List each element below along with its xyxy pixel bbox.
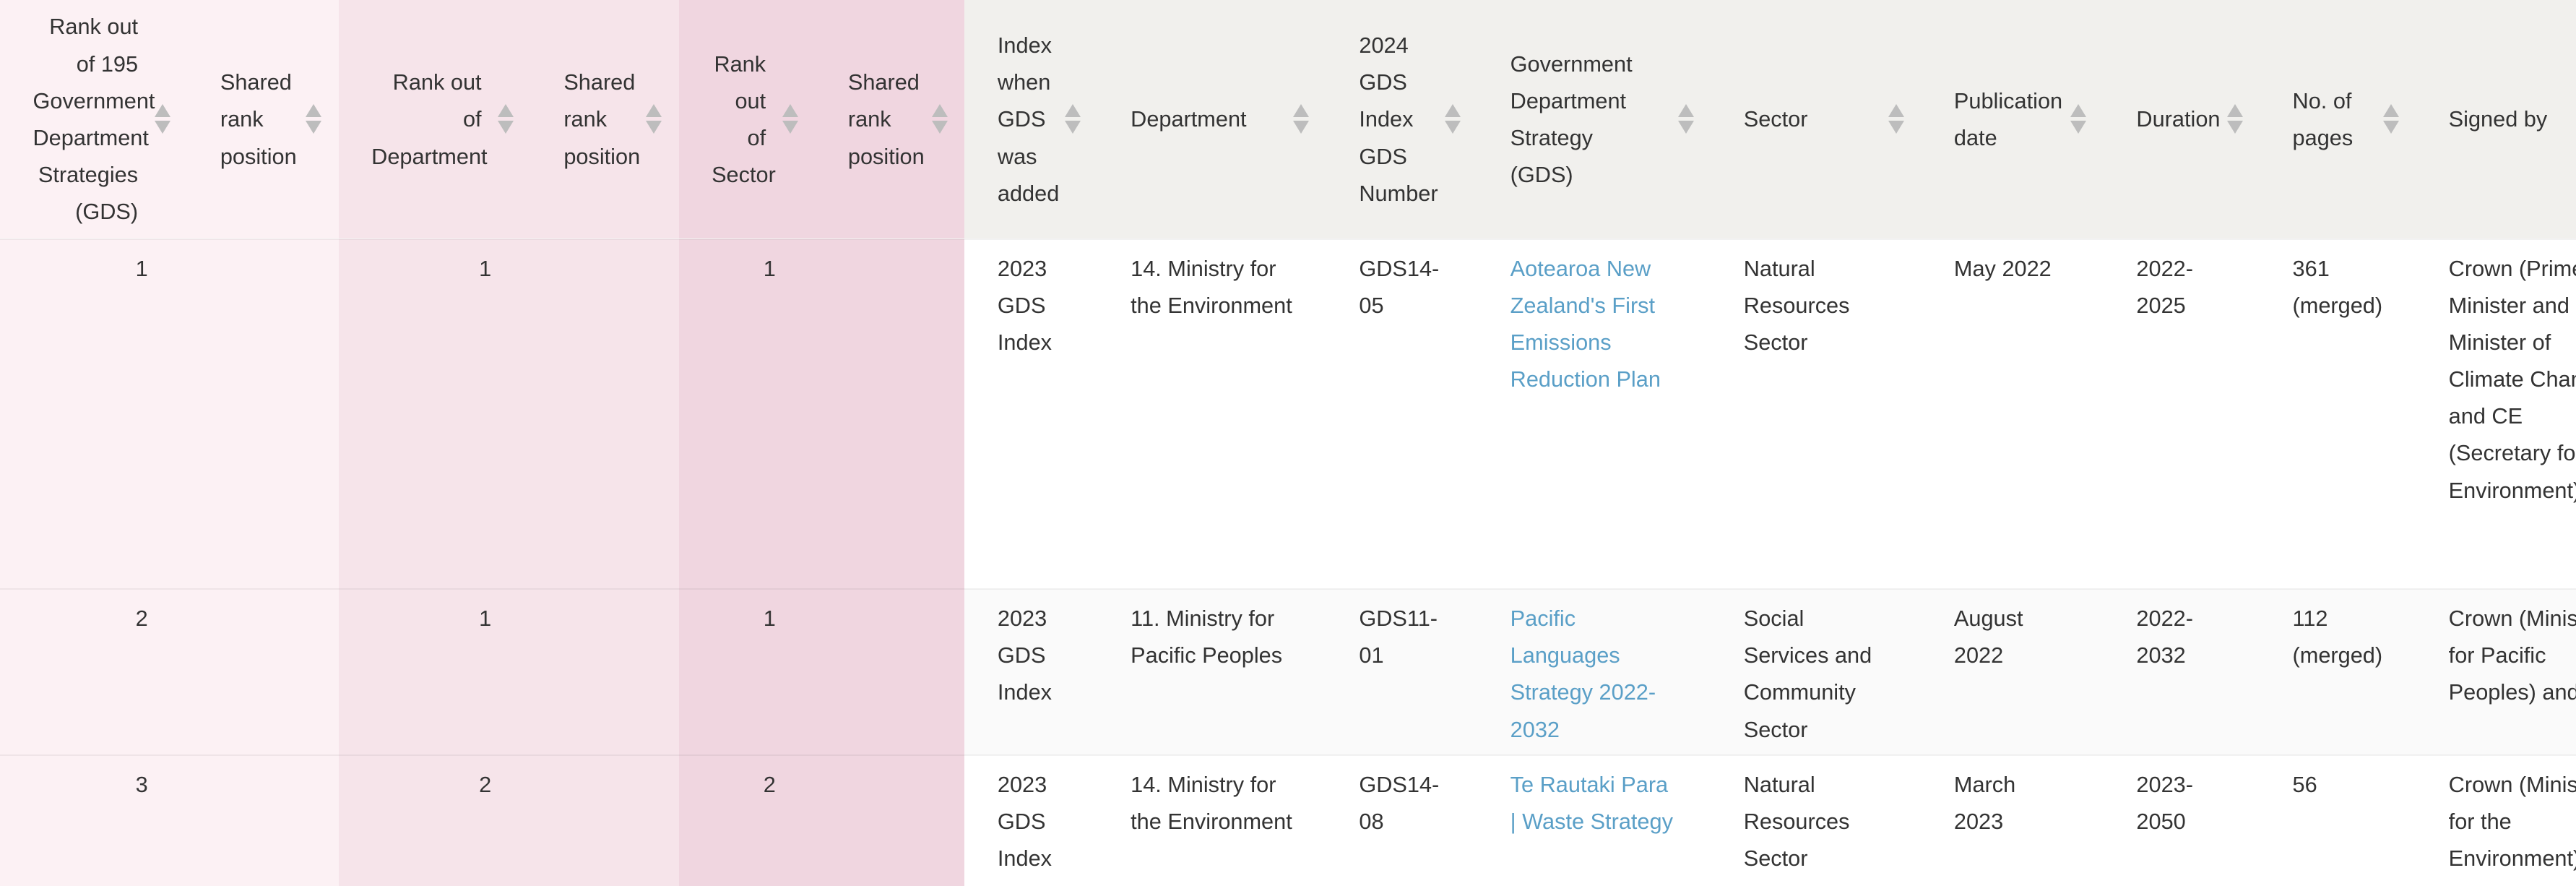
sort-arrows-icon[interactable] (306, 103, 322, 136)
header-index-added[interactable]: Index when GDS was added (964, 0, 1098, 239)
sort-arrows-icon[interactable] (1293, 103, 1310, 136)
cell-shared-sector (815, 238, 965, 590)
cell-index-added: 2023 GDS Index (964, 754, 1098, 886)
table-row: 1 1 1 2023 GDS Index 14. Ministry for th… (0, 238, 2576, 590)
cell-rank-department: 1 (338, 588, 531, 756)
header-gds-number[interactable]: 2024 GDS Index GDS Number (1326, 0, 1478, 239)
strategy-link[interactable]: Te Rautaki Para | Waste Strategy (1510, 771, 1673, 835)
sort-arrows-icon[interactable] (1677, 103, 1695, 136)
strategy-link[interactable]: Pacific Languages Strategy 2022-2032 (1510, 606, 1656, 742)
header-rank-department[interactable]: Rank out of Department (338, 0, 531, 239)
header-publication-date[interactable]: Publication date (1921, 0, 2104, 239)
cell-strategy: Pacific Languages Strategy 2022-2032 (1477, 588, 1711, 756)
table-row: 3 2 2 2023 GDS Index 14. Ministry for th… (0, 754, 2576, 886)
header-label: Department (1131, 106, 1247, 132)
cell-index-added: 2023 GDS Index (964, 238, 1098, 590)
sort-arrows-icon[interactable] (498, 103, 514, 136)
cell-shared-sector (815, 754, 965, 886)
header-shared-overall[interactable]: Shared rank position (187, 0, 339, 239)
cell-shared-department (530, 754, 679, 886)
cell-pages: 56 (2260, 754, 2416, 886)
header-row: Rank out of 195 Government Department St… (0, 0, 2576, 239)
cell-shared-department (530, 238, 679, 590)
sort-arrows-icon[interactable] (931, 103, 948, 136)
cell-gds-number: GDS11-01 (1326, 588, 1478, 756)
cell-index-added: 2023 GDS Index (964, 588, 1098, 756)
cell-signed-by: Crown (Prime Minister and Minister of Cl… (2416, 238, 2576, 590)
cell-department: 14. Ministry for the Environment (1097, 238, 1326, 590)
header-label: Rank out of Sector (712, 51, 776, 188)
sort-arrows-icon[interactable] (154, 103, 171, 136)
header-label: Rank out of Department (371, 69, 488, 169)
header-label: Government Department Strategy (GDS) (1510, 51, 1633, 188)
cell-signed-by: Crown (Minister for Pacific Peoples) and… (2416, 588, 2576, 756)
header-label: Duration (2136, 106, 2221, 132)
header-label: Rank out of 195 Government Department St… (33, 14, 155, 225)
sort-arrows-icon[interactable] (646, 103, 662, 136)
cell-publication-date: May 2022 (1921, 238, 2104, 590)
header-rank-overall[interactable]: Rank out of 195 Government Department St… (0, 0, 188, 239)
cell-shared-department (530, 588, 679, 756)
table-row: 2 1 1 2023 GDS Index 11. Ministry for Pa… (0, 588, 2576, 756)
header-label: 2024 GDS Index GDS Number (1359, 32, 1438, 206)
cell-rank-overall: 3 (0, 754, 188, 886)
cell-duration: 2023-2050 (2103, 754, 2260, 886)
header-label: Sector (1743, 106, 1808, 132)
header-sector[interactable]: Sector (1711, 0, 1922, 239)
header-pages[interactable]: No. of pages (2260, 0, 2416, 239)
cell-strategy: Aotearoa New Zealand's First Emissions R… (1477, 238, 1711, 590)
header-shared-sector[interactable]: Shared rank position (815, 0, 965, 239)
cell-rank-sector: 1 (678, 238, 816, 590)
header-duration[interactable]: Duration (2103, 0, 2260, 239)
cell-rank-department: 2 (338, 754, 531, 886)
header-strategy[interactable]: Government Department Strategy (GDS) (1477, 0, 1711, 239)
header-label: Signed by (2448, 106, 2548, 132)
cell-duration: 2022-2032 (2103, 588, 2260, 756)
cell-sector: Social Services and Community Sector (1711, 588, 1922, 756)
cell-publication-date: March 2023 (1921, 754, 2104, 886)
cell-publication-date: August 2022 (1921, 588, 2104, 756)
header-department[interactable]: Department (1097, 0, 1326, 239)
cell-shared-overall (187, 588, 339, 756)
header-label: Shared rank position (220, 69, 297, 169)
cell-rank-overall: 2 (0, 588, 188, 756)
cell-department: 14. Ministry for the Environment (1097, 754, 1326, 886)
cell-rank-overall: 1 (0, 238, 188, 590)
header-label: Publication date (1953, 87, 2063, 150)
strategy-link[interactable]: Aotearoa New Zealand's First Emissions R… (1510, 255, 1661, 392)
cell-gds-number: GDS14-08 (1326, 754, 1478, 886)
cell-rank-sector: 2 (678, 754, 816, 886)
header-label: Shared rank position (563, 69, 641, 169)
cell-strategy: Te Rautaki Para | Waste Strategy (1477, 754, 1711, 886)
header-label: Shared rank position (847, 69, 925, 169)
cell-sector: Natural Resources Sector (1711, 238, 1922, 590)
header-label: No. of pages (2292, 87, 2354, 150)
cell-shared-overall (187, 754, 339, 886)
cell-rank-department: 1 (338, 238, 531, 590)
cell-department: 11. Ministry for Pacific Peoples (1097, 588, 1326, 756)
cell-pages: 361 (merged) (2260, 238, 2416, 590)
cell-rank-sector: 1 (678, 588, 816, 756)
header-shared-department[interactable]: Shared rank position (530, 0, 679, 239)
cell-gds-number: GDS14-05 (1326, 238, 1478, 590)
header-signed-by[interactable]: Signed by (2416, 0, 2576, 239)
sort-arrows-icon[interactable] (2070, 103, 2087, 136)
header-label: Index when GDS was added (997, 32, 1060, 206)
header-rank-sector[interactable]: Rank out of Sector (678, 0, 816, 239)
cell-pages: 112 (merged) (2260, 588, 2416, 756)
cell-shared-overall (187, 238, 339, 590)
sort-arrows-icon[interactable] (1065, 103, 1081, 136)
sort-arrows-icon[interactable] (1888, 103, 1905, 136)
cell-sector: Natural Resources Sector (1711, 754, 1922, 886)
sort-arrows-icon[interactable] (2226, 103, 2244, 136)
cell-shared-sector (815, 588, 965, 756)
sort-arrows-icon[interactable] (2382, 103, 2400, 136)
cell-signed-by: Crown (Minister for the Environment) (2416, 754, 2576, 886)
sort-arrows-icon[interactable] (1444, 103, 1461, 136)
sort-arrows-icon[interactable] (782, 103, 799, 136)
cell-duration: 2022-2025 (2103, 238, 2260, 590)
